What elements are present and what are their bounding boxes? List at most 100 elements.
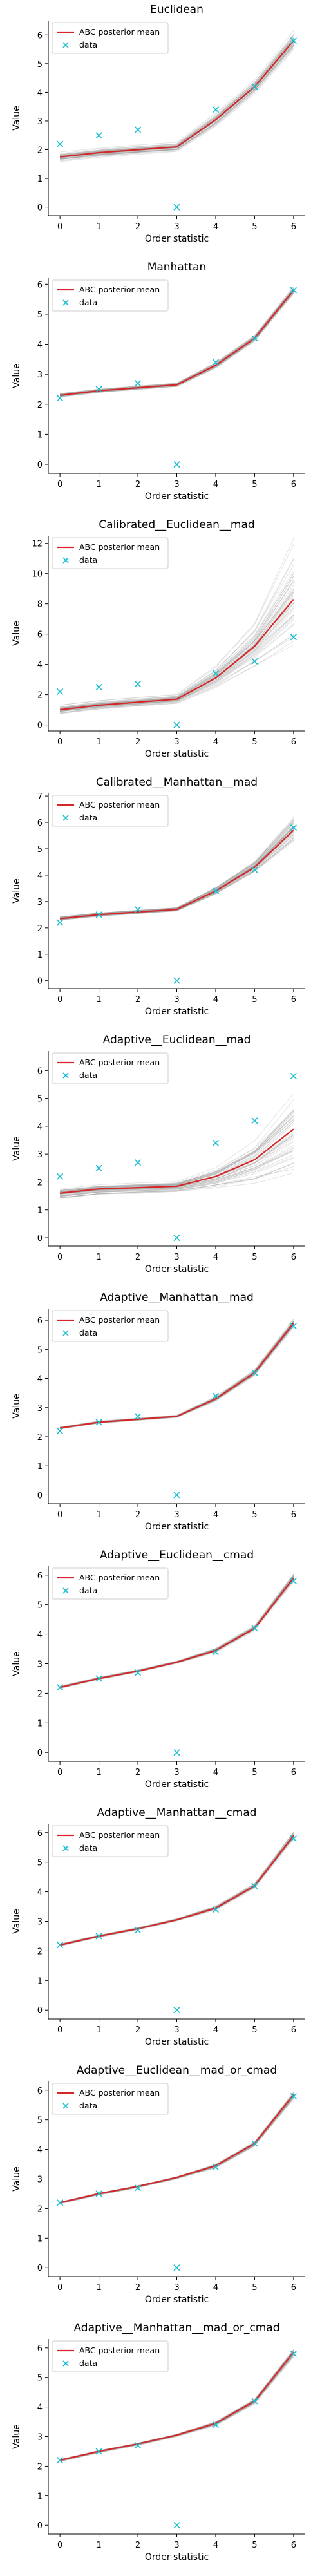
- data-point: [290, 634, 297, 641]
- posterior-sample-line: [60, 625, 294, 712]
- data-point: [134, 2184, 142, 2192]
- y-tick-label: 0: [37, 2006, 43, 2016]
- x-tick-label: 1: [96, 1768, 101, 1777]
- data-point-stroke: [251, 1882, 258, 1889]
- x-tick-label: 0: [57, 2541, 62, 2550]
- data-point: [290, 1577, 297, 1585]
- y-tick-label: 8: [37, 600, 43, 610]
- x-tick-label: 2: [135, 2025, 140, 2035]
- posterior-sample-line: [60, 1115, 294, 1193]
- legend: ABC posterior mean data: [52, 2083, 169, 2115]
- posterior-samples: [60, 817, 294, 921]
- posterior-sample-line: [60, 826, 294, 919]
- data-point: [134, 681, 142, 688]
- posterior-sample-line: [60, 46, 294, 160]
- data-point-stroke: [290, 287, 297, 294]
- legend-marker-swatch: [62, 2360, 69, 2367]
- y-tick-label: 6: [37, 1316, 43, 1326]
- posterior-sample-line: [60, 820, 294, 918]
- posterior-sample-line: [60, 45, 294, 160]
- data-point-stroke: [57, 140, 64, 147]
- posterior-sample-line: [60, 580, 294, 709]
- y-tick-label: 1: [37, 1462, 43, 1472]
- x-tick-label: 3: [174, 480, 179, 489]
- data-point-stroke: [134, 1413, 142, 1420]
- chart-title: Calibrated__Manhattan__mad: [96, 776, 258, 789]
- x-axis-label: Order statistic: [145, 1264, 209, 1274]
- y-tick-label: 12: [32, 540, 43, 549]
- posterior-sample-line: [60, 558, 294, 708]
- y-tick-label: 4: [37, 661, 43, 670]
- posterior-sample-line: [60, 829, 294, 919]
- posterior-sample-line: [60, 823, 294, 918]
- posterior-sample-line: [60, 616, 294, 712]
- x-tick-label: 2: [135, 1253, 140, 1262]
- posterior-sample-line: [60, 1325, 294, 1430]
- x-tick-label: 2: [135, 480, 140, 489]
- posterior-sample-line: [60, 37, 294, 156]
- y-axis-label: Value: [12, 2424, 22, 2448]
- legend-label-data: data: [79, 1843, 97, 1853]
- data-point-stroke: [251, 2140, 258, 2147]
- legend-label-mean: ABC posterior mean: [79, 285, 160, 294]
- data-point: [251, 1625, 258, 1632]
- data-point: [212, 2164, 220, 2171]
- data-point-stroke: [290, 634, 297, 641]
- data-point: [95, 386, 102, 393]
- posterior-samples: [60, 1094, 294, 1199]
- y-tick-label: 1: [37, 430, 43, 440]
- posterior-sample-line: [60, 39, 294, 156]
- chart-panel-7: Adaptive__Manhattan__cmad 0 1 2 3 4 5 6 0 1 2 3 4 5 6 O…: [12, 1806, 305, 2047]
- y-tick-label: 6: [37, 1571, 43, 1581]
- posterior-sample-line: [60, 585, 294, 709]
- posterior-sample-line: [60, 1112, 294, 1191]
- legend-label-mean: ABC posterior mean: [79, 800, 160, 810]
- x-tick-label: 1: [96, 222, 101, 232]
- posterior-sample-line: [60, 1110, 294, 1192]
- legend-marker-swatch: [62, 2103, 69, 2109]
- posterior-sample-line: [60, 570, 294, 708]
- data-point-stroke: [290, 1323, 297, 1330]
- x-tick-label: 0: [57, 1510, 62, 1520]
- legend-label-mean: ABC posterior mean: [79, 2345, 160, 2355]
- chart-panel-5: Adaptive__Manhattan__mad 0 1 2 3 4 5 6 0 1 2 3 4 5 6 Or…: [12, 1291, 305, 1532]
- x-axis-label: Order statistic: [145, 234, 209, 244]
- data-point-stroke: [57, 395, 64, 402]
- legend-label-data: data: [79, 1070, 97, 1080]
- posterior-sample-line: [60, 30, 294, 153]
- posterior-sample-line: [60, 840, 294, 921]
- legend-marker-swatch: [62, 299, 69, 306]
- y-tick-label: 5: [37, 1345, 43, 1355]
- y-tick-label: 2: [37, 691, 43, 701]
- posterior-sample-line: [60, 2098, 294, 2204]
- y-tick-label: 1: [37, 1719, 43, 1728]
- posterior-sample-line: [60, 1318, 294, 1428]
- data-point: [173, 2007, 180, 2014]
- posterior-sample-line: [60, 35, 294, 155]
- posterior-sample-line: [60, 2354, 294, 2462]
- posterior-sample-line: [60, 827, 294, 919]
- posterior-sample-line: [60, 820, 294, 918]
- data-point: [251, 1369, 258, 1376]
- y-tick-label: 3: [37, 117, 43, 127]
- posterior-sample-line: [60, 1119, 294, 1192]
- posterior-sample-line: [60, 1326, 294, 1430]
- data-point-stroke: [290, 37, 297, 44]
- data-point: [134, 380, 142, 387]
- y-tick-label: 4: [37, 2146, 43, 2155]
- posterior-sample-line: [60, 1832, 294, 1945]
- data-point-stroke: [290, 2092, 297, 2100]
- posterior-sample-line: [60, 2097, 294, 2204]
- posterior-sample-line: [60, 829, 294, 920]
- data-point-stroke: [212, 359, 220, 366]
- x-tick-label: 0: [57, 737, 62, 747]
- posterior-sample-line: [60, 2098, 294, 2204]
- data-point: [57, 1173, 64, 1180]
- posterior-sample-line: [60, 623, 294, 712]
- posterior-sample-line: [60, 2355, 294, 2462]
- legend-label-mean: ABC posterior mean: [79, 1315, 160, 1325]
- legend-box: [52, 1567, 169, 1600]
- posterior-sample-line: [60, 43, 294, 158]
- posterior-sample-line: [60, 601, 294, 710]
- x-tick-label: 4: [213, 222, 218, 232]
